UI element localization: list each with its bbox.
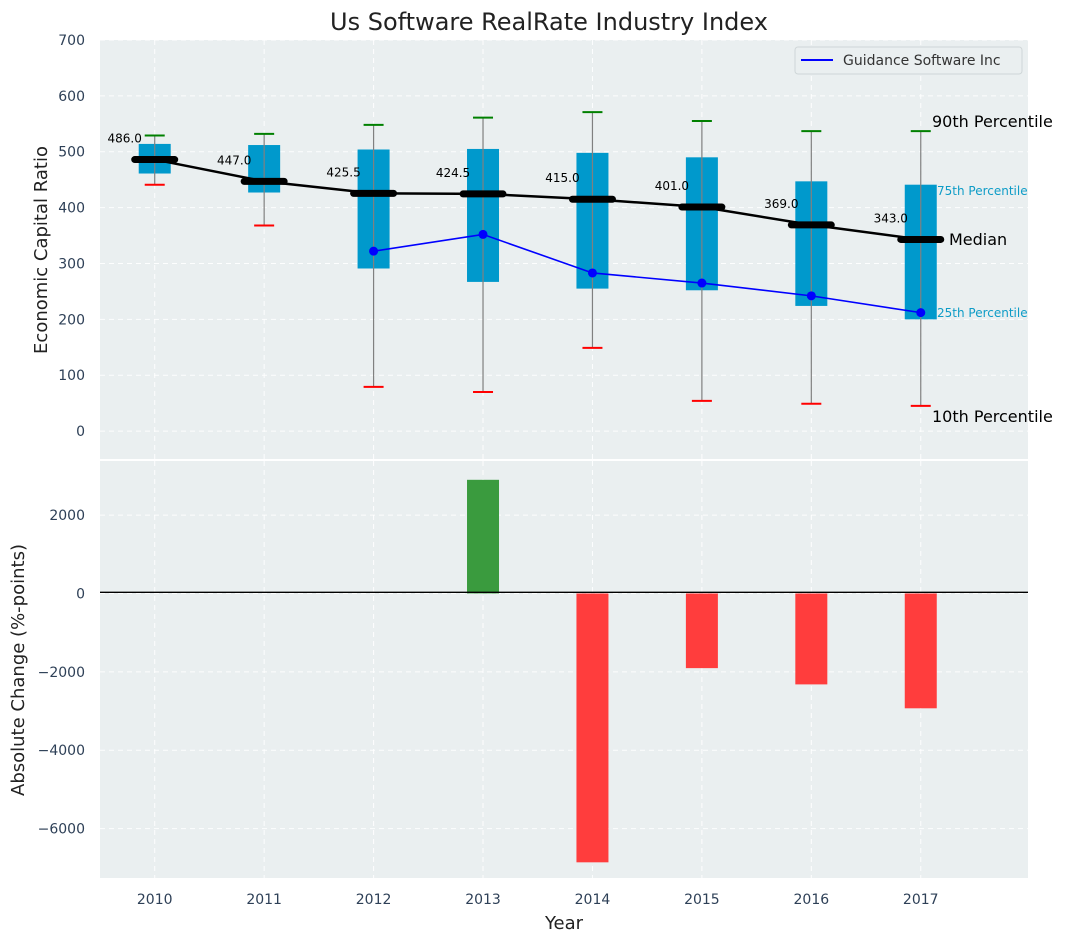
change-bar	[795, 593, 828, 685]
x-axis-label: Year	[544, 913, 584, 934]
bottom-y-axis-label: Absolute Change (%-points)	[8, 544, 29, 796]
guidance-point	[369, 246, 379, 256]
x-tick-label: 2016	[794, 892, 830, 908]
annotation-p25: 25th Percentile	[937, 306, 1028, 320]
median-labels: 486.0 447.0 425.5 424.5 415.0 401.0 369.0 343.0	[108, 132, 908, 226]
median-label: 415.0	[545, 171, 579, 185]
change-bar	[467, 479, 500, 594]
x-tick-label: 2012	[356, 892, 392, 908]
y-tick-label: 500	[58, 145, 85, 161]
top-y-ticks: 0 100 200 300 400 500 600 700	[58, 33, 85, 440]
y-tick-label: 600	[58, 89, 85, 105]
guidance-point	[806, 291, 816, 301]
x-tick-label: 2010	[137, 892, 173, 908]
y-tick-label: 300	[58, 256, 85, 272]
top-y-axis-label: Economic Capital Ratio	[31, 146, 52, 354]
guidance-line	[373, 233, 921, 314]
y-tick-label: 0	[76, 424, 85, 440]
y-tick-label: 400	[58, 201, 85, 217]
change-bar	[904, 593, 937, 709]
median-label: 425.5	[326, 165, 360, 179]
median-line-group	[131, 156, 945, 243]
annotation-median: Median	[949, 230, 1007, 249]
y-tick-label: −4000	[38, 743, 85, 759]
annotation-p75: 75th Percentile	[937, 184, 1028, 198]
guidance-point	[697, 278, 707, 288]
median-label: 401.0	[655, 179, 689, 193]
legend-label: Guidance Software Inc	[843, 53, 1001, 69]
annotation-p90: 90th Percentile	[932, 112, 1053, 131]
x-tick-label: 2017	[903, 892, 939, 908]
y-tick-label: 2000	[49, 508, 85, 524]
x-tick-label: 2013	[465, 892, 501, 908]
bottom-plot-background	[100, 461, 1028, 878]
chart-title: Us Software RealRate Industry Index	[330, 8, 768, 36]
guidance-point	[587, 268, 597, 278]
legend-box	[794, 46, 1023, 75]
legend: Guidance Software Inc	[794, 46, 1023, 75]
median-label: 424.5	[436, 166, 470, 180]
guidance-point	[478, 229, 488, 239]
median-label: 447.0	[217, 153, 251, 167]
y-tick-label: 100	[58, 368, 85, 384]
x-ticks: 2010 2011 2012 2013 2014 2015 2016 2017	[137, 892, 939, 908]
x-tick-label: 2011	[246, 892, 282, 908]
y-tick-label: −6000	[38, 822, 85, 838]
top-plot-background	[100, 40, 1028, 459]
median-label: 369.0	[764, 197, 798, 211]
change-bars	[467, 479, 937, 863]
y-tick-label: 700	[58, 33, 85, 49]
y-tick-label: 0	[76, 586, 85, 602]
x-tick-label: 2015	[684, 892, 720, 908]
y-tick-label: −2000	[38, 665, 85, 681]
y-tick-label: 200	[58, 312, 85, 328]
median-label: 486.0	[108, 132, 142, 146]
x-tick-label: 2014	[575, 892, 611, 908]
change-bar	[685, 593, 718, 669]
bottom-y-ticks: −6000 −4000 −2000 0 2000	[38, 508, 85, 838]
guidance-series	[369, 229, 926, 318]
change-bar	[576, 593, 609, 863]
median-label: 343.0	[874, 211, 908, 225]
guidance-point	[916, 308, 926, 318]
annotation-p10: 10th Percentile	[932, 407, 1053, 426]
